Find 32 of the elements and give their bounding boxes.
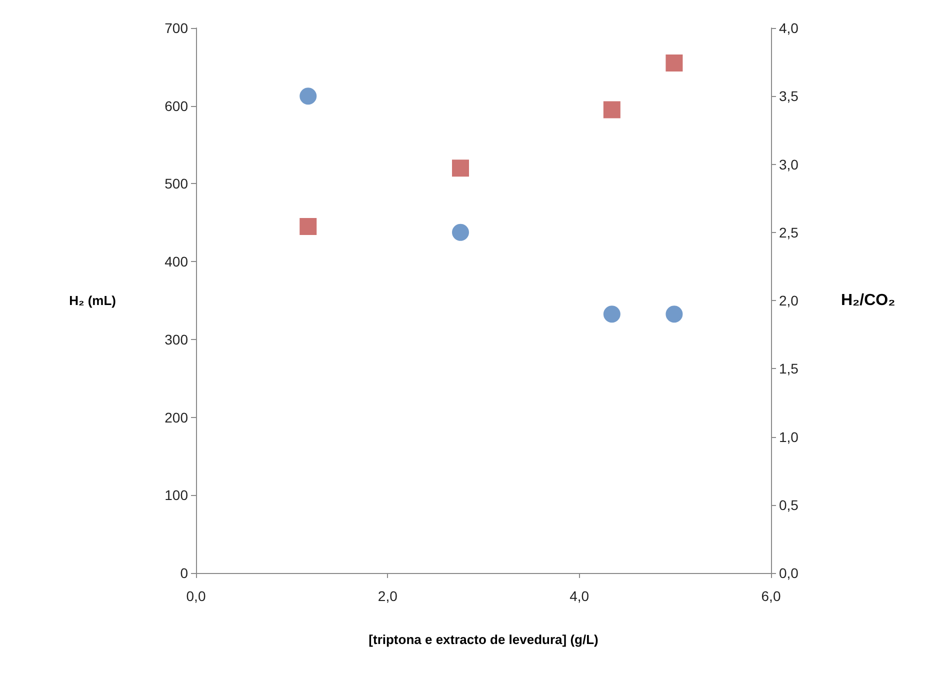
y-tick-label: 0 [180, 565, 188, 581]
x-axis-title: [triptona e extracto de levedura] (g/L) [368, 632, 598, 647]
point [452, 224, 469, 241]
y2-tick-label: 3,0 [779, 156, 799, 172]
y2-tick-label: 0,5 [779, 496, 799, 513]
y2-tick-label: 4,0 [779, 20, 799, 36]
y-tick-label: 600 [164, 98, 188, 114]
point [666, 54, 683, 72]
y2-tick-label: 2,0 [779, 292, 799, 308]
point [603, 306, 620, 323]
x-tick-label: 4,0 [570, 588, 590, 604]
y2-tick-label: 1,0 [779, 428, 799, 445]
y2-tick-label: 3,5 [779, 88, 799, 104]
x-tick-label: 6,0 [761, 588, 781, 604]
point [300, 88, 317, 105]
y2-tick-label: 2,5 [779, 224, 799, 240]
y-tick-label: 500 [164, 176, 188, 192]
y-tick-label: 300 [164, 331, 188, 348]
point [666, 306, 683, 323]
y2-tick-label: 1,5 [779, 360, 799, 377]
x-tick-label: 2,0 [378, 588, 398, 604]
y2-tick-label: 0,0 [779, 565, 799, 581]
y-tick-label: 100 [164, 487, 188, 504]
point [603, 101, 620, 118]
y2-axis-title: H₂/CO₂ [841, 292, 896, 309]
x-tick-label: 0,0 [186, 588, 206, 604]
y-axis-title: H₂ (mL) [69, 293, 116, 308]
y-tick-label: 400 [164, 254, 188, 270]
point [300, 218, 317, 236]
point [452, 160, 469, 177]
y-tick-label: 700 [164, 20, 188, 36]
y-tick-label: 200 [164, 409, 188, 426]
